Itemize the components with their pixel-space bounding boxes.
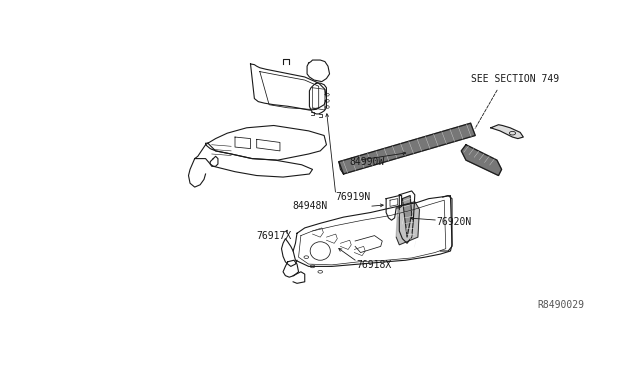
Text: 84990W: 84990W <box>349 157 385 167</box>
Text: 76918X: 76918X <box>356 260 391 270</box>
Polygon shape <box>461 145 502 176</box>
Text: R8490029: R8490029 <box>537 300 584 310</box>
Polygon shape <box>403 196 412 237</box>
Text: SEE SECTION 749: SEE SECTION 749 <box>470 74 559 84</box>
Text: 76919N: 76919N <box>336 192 371 202</box>
Text: 76920N: 76920N <box>436 217 472 227</box>
Polygon shape <box>339 123 476 174</box>
Polygon shape <box>396 202 419 245</box>
Polygon shape <box>491 125 524 139</box>
Text: 84948N: 84948N <box>292 201 328 211</box>
Text: 76917X: 76917X <box>257 231 292 241</box>
